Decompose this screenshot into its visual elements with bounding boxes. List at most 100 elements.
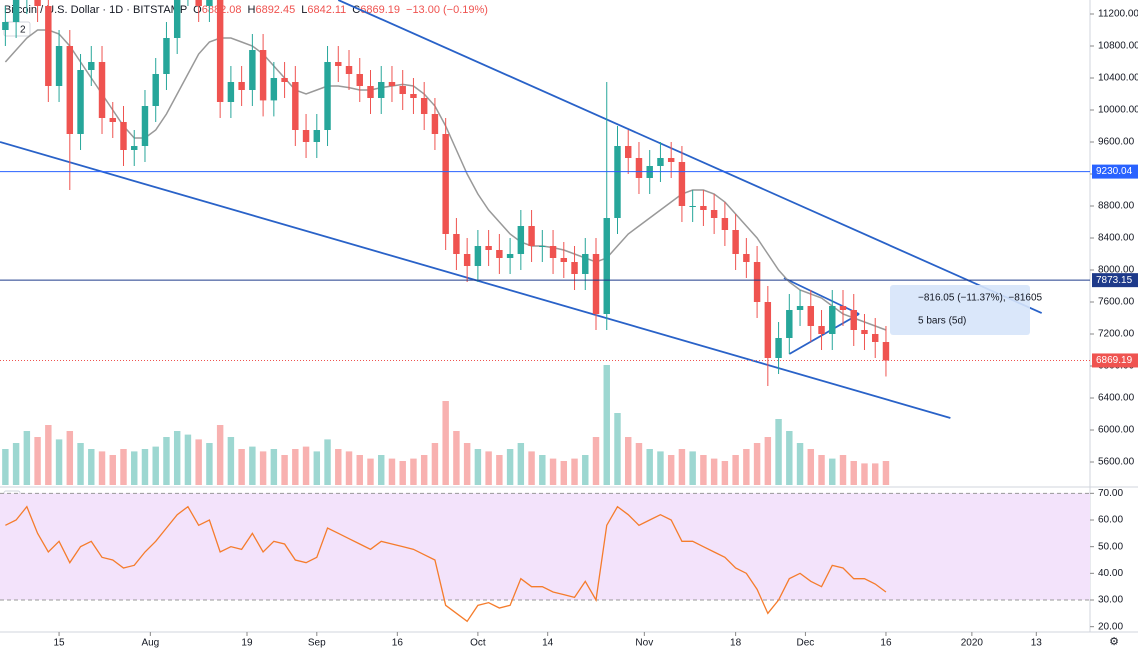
price-tick-label: 8000.00 [1098,265,1135,276]
price-tick-label: 6000.00 [1098,425,1135,436]
candle-body [410,94,417,98]
candle-body [163,38,170,74]
candle-body [98,62,106,118]
volume-bar [549,458,557,485]
time-tick-label: 2020 [961,638,984,649]
volume-bar [249,446,256,485]
rsi-tick-label: 60.00 [1098,515,1123,526]
candle-body [335,62,342,66]
volume-bar [732,455,739,485]
candle-body [131,146,138,150]
price-tick-label: 8800.00 [1098,201,1135,212]
time-tick-label: 13 [1031,638,1043,649]
volume-bar [378,455,385,485]
price-tag-label: 9230.04 [1096,166,1133,177]
candle-body [818,326,825,334]
price-tick-label: 5600.00 [1098,457,1135,468]
volume-bar [839,455,847,485]
rsi-tick-label: 30.00 [1098,595,1123,606]
candle-body [399,86,406,94]
candle-body [45,6,52,86]
candle-body [571,262,578,274]
price-tick-label: 10400.00 [1098,73,1138,84]
indicator-count: 2 [20,25,26,36]
time-tick-label: 18 [730,638,742,649]
volume-bar [431,443,439,485]
volume-bar [743,449,750,485]
volume-bar [485,451,492,485]
candle-body [141,106,149,146]
candle-body [485,246,492,250]
volume-bar [775,419,782,485]
time-tick-label: Nov [635,638,653,649]
volume-bar [614,413,621,485]
change: −13.00 (−0.19%) [406,4,488,16]
candle-body [345,66,353,74]
volume-bar [700,455,707,485]
candle-body [88,62,95,70]
volume-bar [2,449,9,485]
candle-body [657,158,664,166]
candle-body [292,82,299,130]
volume-bar [603,365,610,485]
volume-bar [12,443,20,485]
candle-body [34,0,41,6]
candle-body [431,114,439,134]
volume-bar [195,439,202,485]
candle-body [517,226,525,254]
candle-body [313,130,321,142]
candle-body [710,210,718,218]
ohlc-label: O [193,4,202,16]
volume-bar [506,449,514,485]
volume-bar [678,449,686,485]
volume-bar [34,437,41,485]
settings-icon[interactable]: ⚙ [1109,636,1119,648]
volume-bar [689,451,696,485]
candle-body [109,118,116,122]
candle-body [850,310,857,330]
candle-body [839,306,847,310]
candle-body [506,254,514,258]
time-tick-label: 15 [54,638,66,649]
candle-body [549,246,557,258]
time-tick-label: 16 [392,638,404,649]
price-tick-label: 8400.00 [1098,233,1135,244]
candle-body [249,50,256,90]
volume-bar [259,451,267,485]
candle-body [463,254,471,266]
volume-bar [807,449,815,485]
volume-bar [141,449,149,485]
volume-bar [313,451,321,485]
price-tick-label: 11200.00 [1098,9,1138,20]
candle-body [743,254,750,262]
ohlc-value: 6869.19 [360,4,400,16]
volume-bar [582,455,589,485]
volume-bar [131,451,138,485]
candle-body [2,22,9,30]
volume-bar [324,439,331,485]
candle-body [152,74,159,106]
price-tick-label: 7600.00 [1098,297,1135,308]
measure-range: −816.05 (−11.37%), −81605 [918,293,1043,304]
candle-body [227,82,235,102]
volume-bar [163,437,170,485]
volume-bar [657,451,664,485]
volume-bar [388,458,396,485]
volume-bar [829,458,836,485]
price-tick-label: 6400.00 [1098,393,1135,404]
volume-bar [173,431,181,485]
candle-body [667,158,675,162]
volume-bar [635,443,643,485]
volume-bar [345,451,353,485]
volume-bar [227,437,235,485]
candle-body [861,330,868,334]
volume-bar [23,431,31,485]
candle-body [678,162,686,206]
candle-body [614,146,621,218]
price-tag [1092,273,1138,288]
volume-bar [453,431,460,485]
price-tick-label: 10800.00 [1098,41,1138,52]
volume-bar [528,451,535,485]
volume-bar [88,449,95,485]
